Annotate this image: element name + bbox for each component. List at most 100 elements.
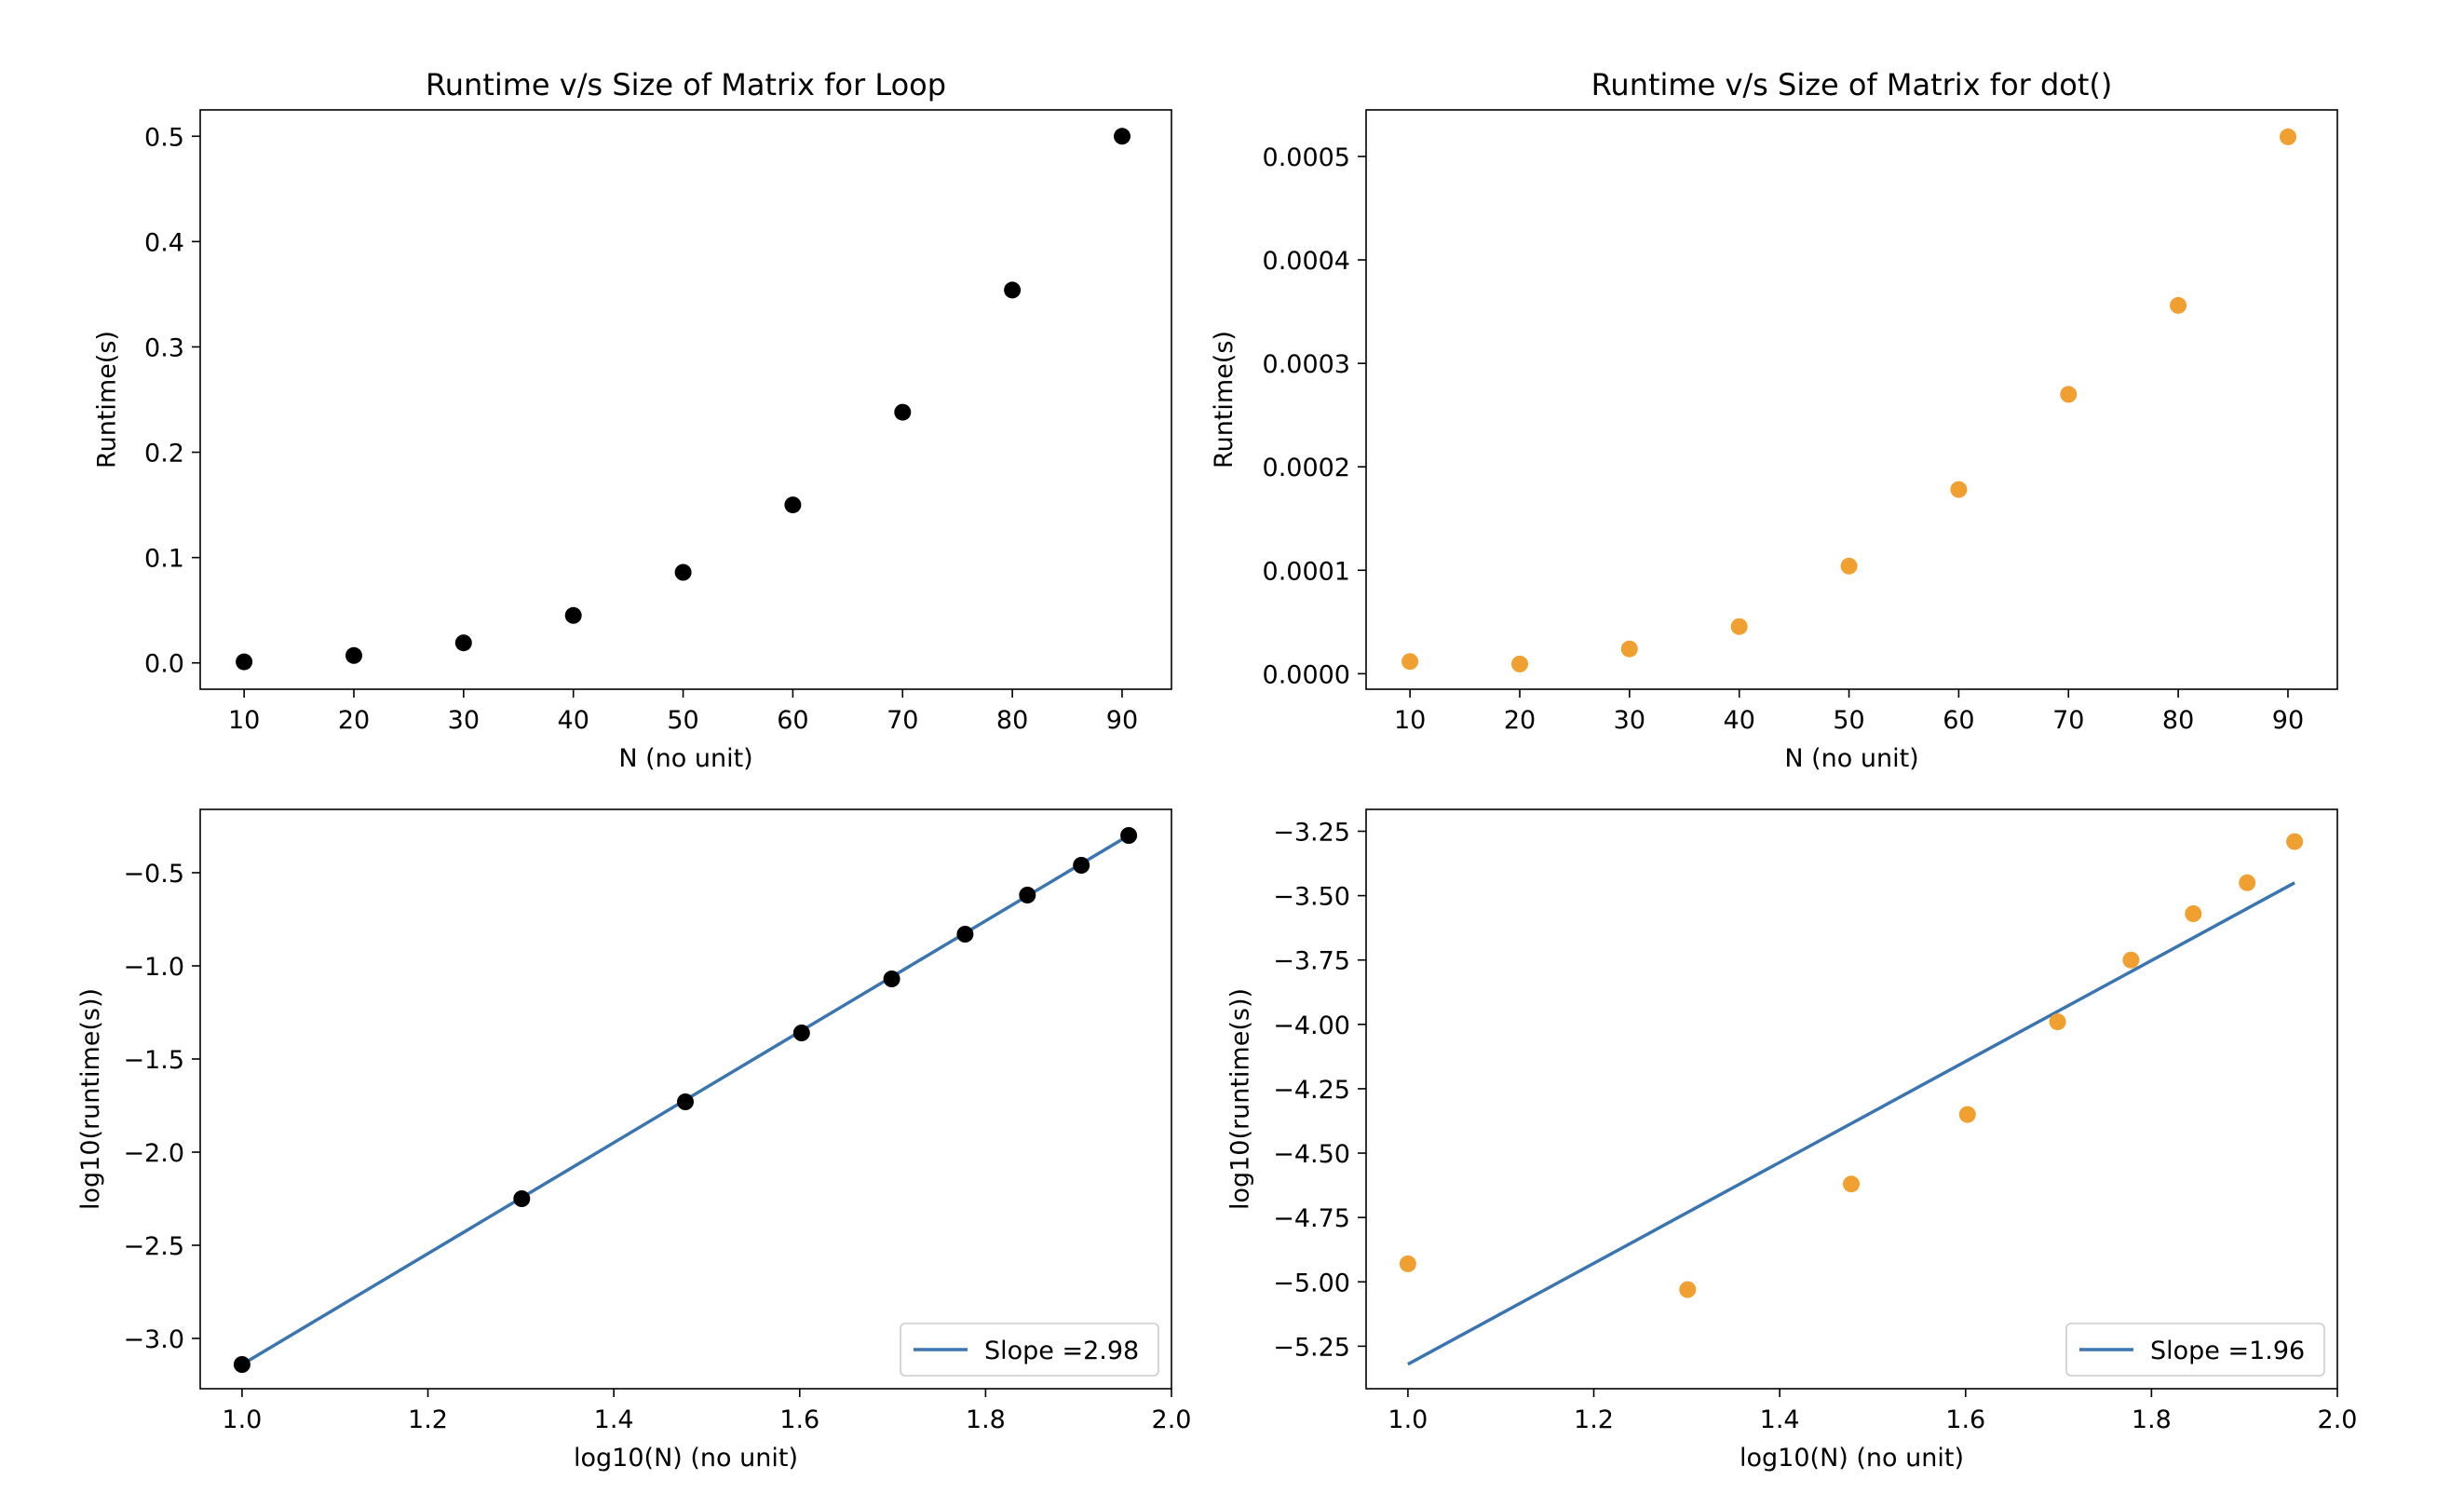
data-point (564, 606, 582, 624)
x-tick-label: 50 (1833, 706, 1864, 735)
x-tick-label: 70 (2052, 706, 2084, 735)
data-point (674, 563, 692, 581)
data-point (1950, 481, 1968, 498)
data-point (2280, 128, 2296, 145)
x-tick-label: 20 (1504, 706, 1536, 735)
x-axis-label: log10(N) (no unit) (574, 1444, 798, 1473)
y-tick-label: −0.5 (123, 860, 184, 889)
y-tick-label: 0.3 (144, 333, 184, 362)
x-tick-label: 80 (996, 706, 1028, 735)
data-point (792, 1025, 810, 1041)
y-tick-label: −3.50 (1273, 883, 1350, 912)
data-point (513, 1190, 531, 1207)
data-point (1399, 1255, 1416, 1272)
x-tick-label: 1.8 (2132, 1405, 2172, 1434)
y-tick-label: 0.2 (144, 440, 184, 468)
y-tick-label: −3.25 (1273, 818, 1350, 847)
x-tick-label: 90 (2272, 706, 2304, 735)
x-tick-label: 1.2 (1574, 1405, 1614, 1434)
y-tick-label: 0.0005 (1263, 143, 1350, 172)
y-tick-label: −1.5 (123, 1046, 184, 1075)
y-tick-label: −5.25 (1273, 1333, 1350, 1362)
data-point (2060, 386, 2078, 403)
x-tick-label: 1.6 (1945, 1405, 1985, 1434)
x-axis-label: N (no unit) (618, 744, 752, 773)
data-point (2239, 874, 2256, 891)
data-point (784, 496, 802, 514)
data-point (894, 403, 912, 421)
data-point (1114, 128, 1130, 145)
legend: Slope =1.96 (2065, 1323, 2325, 1377)
loop-loglog-chart: 1.0 1.2 1.4 1.6 1.8 2.0 −3.0 −2.5 −2.0 −1.5 −1.0 −0… (76, 808, 1192, 1473)
plot-frame (1365, 808, 2338, 1390)
x-tick-label: 60 (1943, 706, 1974, 735)
data-point (883, 971, 900, 987)
legend: Slope =2.98 (900, 1323, 1159, 1377)
y-tick-label: 0.0 (144, 650, 184, 679)
data-point (345, 646, 362, 664)
data-point (1843, 1175, 1860, 1193)
y-tick-label: −5.00 (1273, 1269, 1350, 1297)
data-point (677, 1093, 694, 1110)
data-point (1840, 557, 1858, 575)
plot-frame (1365, 109, 2338, 690)
data-point (236, 653, 253, 671)
x-tick-label: 1.0 (222, 1405, 262, 1434)
x-tick-label: 50 (667, 706, 698, 735)
x-tick-label: 10 (1394, 706, 1426, 735)
data-point (1073, 857, 1090, 874)
chart-title: Runtime v/s Size of Matrix for dot() (1591, 67, 2113, 102)
y-axis-label: Runtime(s) (93, 331, 122, 468)
x-tick-label: 70 (887, 706, 918, 735)
y-axis-label: log10(runtime(s)) (76, 988, 105, 1210)
y-tick-label: 0.0000 (1263, 660, 1350, 689)
y-tick-label: 0.4 (144, 228, 184, 257)
y-tick-label: 0.0001 (1263, 557, 1350, 586)
plot-frame (199, 109, 1172, 690)
data-point (2170, 296, 2187, 314)
data-point (1401, 653, 1419, 671)
data-point (233, 1356, 250, 1373)
x-axis-label: log10(N) (no unit) (1740, 1444, 1964, 1473)
y-axis-label: Runtime(s) (1210, 331, 1239, 468)
x-tick-label: 2.0 (1152, 1405, 1192, 1434)
fit-line (1407, 881, 2295, 1366)
y-tick-label: −4.00 (1273, 1011, 1350, 1040)
x-tick-label: 90 (1106, 706, 1138, 735)
data-point (2049, 1013, 2066, 1031)
y-tick-label: −2.0 (123, 1139, 184, 1168)
y-tick-label: −4.25 (1273, 1076, 1350, 1105)
x-tick-label: 40 (558, 706, 589, 735)
y-tick-label: −3.0 (123, 1325, 184, 1354)
x-tick-label: 40 (1724, 706, 1755, 735)
y-tick-label: −4.50 (1273, 1140, 1350, 1169)
data-point (1511, 655, 1528, 672)
y-tick-label: 0.0002 (1263, 454, 1350, 482)
y-tick-label: −1.0 (123, 953, 184, 982)
dot-loglog-chart: 1.0 1.2 1.4 1.6 1.8 2.0 −5.25 −5.00 −4.75 −4.50 −4… (1226, 808, 2358, 1473)
x-tick-label: 2.0 (2318, 1405, 2358, 1434)
x-tick-label: 80 (2162, 706, 2194, 735)
legend-entry: Slope =2.98 (984, 1337, 1139, 1365)
data-point (1679, 1281, 1697, 1298)
y-tick-label: −2.5 (123, 1232, 184, 1261)
x-tick-label: 1.4 (1760, 1405, 1800, 1434)
data-point (454, 634, 472, 652)
chart-title: Runtime v/s Size of Matrix for Loop (426, 67, 946, 102)
data-point (1730, 618, 1748, 635)
y-tick-label: 0.0004 (1263, 247, 1350, 276)
data-point (1019, 887, 1036, 903)
data-point (2185, 905, 2202, 922)
x-tick-label: 30 (1614, 706, 1645, 735)
loop-runtime-chart: 10 20 30 40 50 60 70 80 90 0.0 0.1 0.2 0.3 0.4 0.5 Runt… (93, 67, 1172, 773)
y-tick-label: 0.5 (144, 123, 184, 152)
x-tick-label: 20 (338, 706, 370, 735)
data-point (956, 926, 974, 943)
x-tick-label: 60 (777, 706, 808, 735)
x-tick-label: 1.6 (779, 1405, 819, 1434)
data-point (2286, 833, 2304, 850)
y-tick-label: −3.75 (1273, 947, 1350, 976)
y-tick-label: −4.75 (1273, 1204, 1350, 1233)
legend-box (900, 1323, 1159, 1377)
